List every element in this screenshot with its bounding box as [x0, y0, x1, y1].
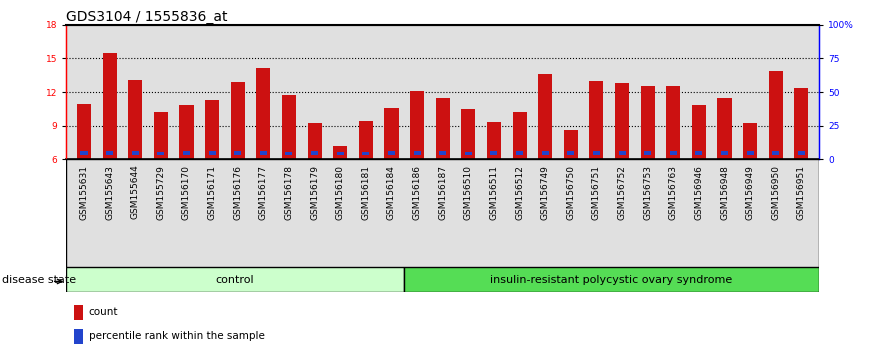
Text: GSM156946: GSM156946 [694, 165, 703, 219]
Bar [362, 152, 369, 155]
Bar [491, 151, 498, 155]
Bar [80, 151, 87, 155]
Bar [487, 122, 501, 159]
Bar [410, 91, 424, 159]
Bar [795, 87, 809, 159]
Bar [798, 151, 805, 155]
Bar [717, 98, 731, 159]
Bar [66, 159, 819, 267]
Bar [567, 151, 574, 155]
Text: insulin-resistant polycystic ovary syndrome: insulin-resistant polycystic ovary syndr… [491, 275, 733, 285]
Text: GSM156187: GSM156187 [438, 165, 448, 220]
Text: GSM156751: GSM156751 [592, 165, 601, 220]
Text: GSM156171: GSM156171 [208, 165, 217, 220]
Bar [695, 151, 702, 155]
Bar [721, 151, 728, 155]
Bar [154, 112, 168, 159]
Text: GSM156752: GSM156752 [618, 165, 626, 219]
Bar [359, 121, 373, 159]
Bar [615, 83, 629, 159]
Bar [640, 86, 655, 159]
Bar [66, 267, 403, 292]
Bar [746, 151, 753, 155]
Bar [333, 146, 347, 159]
Text: GSM155631: GSM155631 [79, 165, 88, 220]
Text: GSM156950: GSM156950 [771, 165, 781, 220]
Bar [670, 151, 677, 155]
Text: GSM155643: GSM155643 [105, 165, 115, 219]
Text: GSM156184: GSM156184 [387, 165, 396, 219]
Bar [234, 151, 241, 155]
Bar [440, 151, 446, 155]
Text: GSM156180: GSM156180 [336, 165, 344, 220]
Bar [618, 151, 626, 155]
Bar [666, 86, 680, 159]
Text: GDS3104 / 1555836_at: GDS3104 / 1555836_at [66, 10, 227, 24]
Bar [205, 100, 219, 159]
Text: GSM156178: GSM156178 [285, 165, 293, 220]
Bar [231, 82, 245, 159]
Bar [77, 104, 91, 159]
Text: control: control [216, 275, 255, 285]
Bar [180, 105, 194, 159]
Text: GSM156511: GSM156511 [490, 165, 499, 220]
Bar [513, 112, 527, 159]
Bar [132, 151, 139, 155]
Bar [74, 304, 83, 320]
Text: GSM156948: GSM156948 [720, 165, 729, 219]
Bar [564, 130, 578, 159]
Text: GSM156179: GSM156179 [310, 165, 319, 220]
Bar [209, 151, 216, 155]
Bar [260, 151, 267, 155]
Bar [644, 151, 651, 155]
Bar [384, 108, 398, 159]
Text: GSM156510: GSM156510 [463, 165, 473, 220]
Text: percentile rank within the sample: percentile rank within the sample [89, 331, 264, 342]
Bar [129, 80, 143, 159]
Bar [403, 267, 819, 292]
Bar [307, 124, 322, 159]
Bar [538, 74, 552, 159]
Text: GSM156176: GSM156176 [233, 165, 242, 220]
Bar [743, 124, 757, 159]
Bar [413, 151, 420, 155]
Bar [183, 151, 190, 155]
Text: GSM155729: GSM155729 [156, 165, 166, 219]
Bar [256, 68, 270, 159]
Text: GSM156763: GSM156763 [669, 165, 677, 220]
Bar [589, 81, 603, 159]
Bar [462, 109, 476, 159]
Bar [285, 152, 292, 155]
Text: GSM156951: GSM156951 [797, 165, 806, 220]
Bar [516, 151, 523, 155]
Bar [773, 151, 780, 155]
Text: GSM156186: GSM156186 [412, 165, 422, 220]
Bar [388, 151, 395, 155]
Bar [102, 53, 116, 159]
Text: disease state: disease state [2, 275, 76, 285]
Bar [158, 152, 165, 155]
Bar [593, 151, 600, 155]
Text: GSM156170: GSM156170 [182, 165, 191, 220]
Bar [542, 151, 549, 155]
Bar [337, 152, 344, 155]
Bar [465, 152, 472, 155]
Text: GSM156750: GSM156750 [566, 165, 575, 220]
Text: GSM156949: GSM156949 [745, 165, 755, 219]
Text: count: count [89, 307, 118, 317]
Bar [106, 151, 113, 155]
Text: GSM156749: GSM156749 [541, 165, 550, 219]
Bar [282, 95, 296, 159]
Bar [692, 105, 706, 159]
Text: GSM156512: GSM156512 [515, 165, 524, 219]
Bar [74, 329, 83, 344]
Bar [436, 98, 449, 159]
Bar [769, 71, 783, 159]
Text: GSM156181: GSM156181 [361, 165, 370, 220]
Text: GSM155644: GSM155644 [130, 165, 140, 219]
Text: GSM156177: GSM156177 [259, 165, 268, 220]
Bar [311, 151, 318, 155]
Text: GSM156753: GSM156753 [643, 165, 652, 220]
